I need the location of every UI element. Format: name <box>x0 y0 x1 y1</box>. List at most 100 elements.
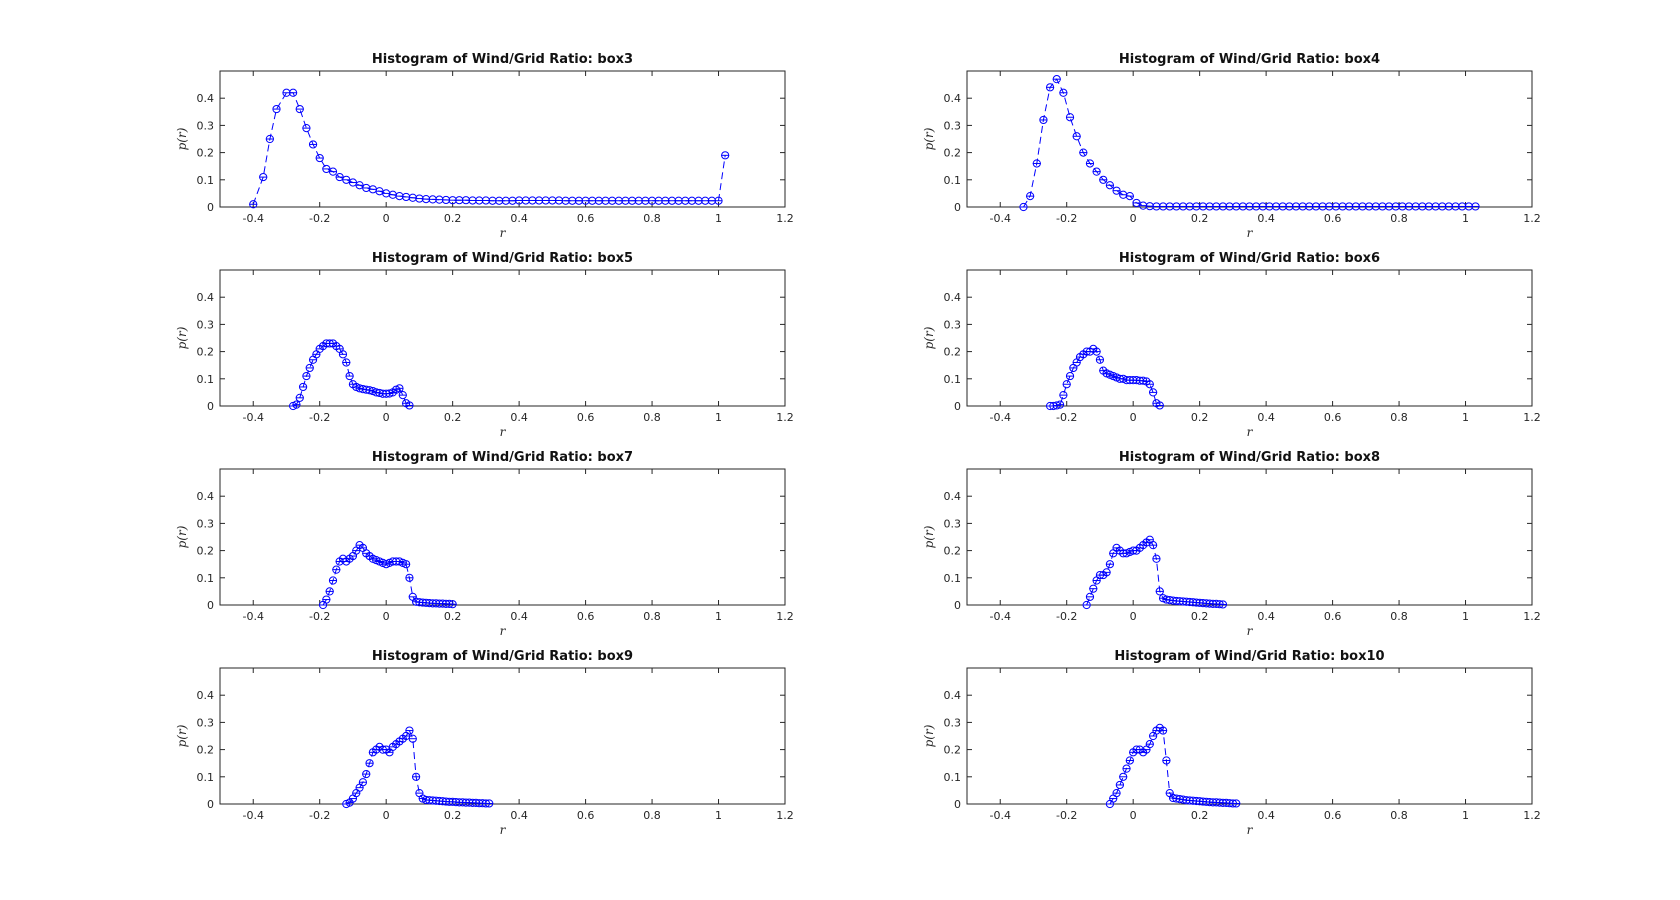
x-tick-label: 0.4 <box>510 610 528 623</box>
y-tick-label: 0.4 <box>197 291 215 304</box>
y-tick-label: 0.2 <box>944 545 962 558</box>
y-tick-label: 0.3 <box>944 318 962 331</box>
x-tick-label: -0.4 <box>243 610 264 623</box>
data-point <box>1045 83 1055 92</box>
x-tick-label: 0.8 <box>643 411 661 424</box>
data-point <box>415 194 424 203</box>
x-tick-label: 0.4 <box>510 411 528 424</box>
data-point <box>405 401 414 410</box>
axes-box <box>966 468 1533 606</box>
y-tick-label: 0.4 <box>944 490 962 503</box>
x-tick-label: 0.8 <box>643 809 661 822</box>
x-tick-label: 0.8 <box>1390 610 1408 623</box>
data-point <box>1105 181 1115 190</box>
data-point <box>411 772 421 781</box>
data-point <box>1162 756 1171 765</box>
subplot-1: Histogram of Wind/Grid Ratio: box3 -0.4 -0… <box>175 52 794 240</box>
y-tick-label: 0.3 <box>197 716 215 729</box>
x-tick-label: 0.8 <box>643 610 661 623</box>
x-tick-label: 1.2 <box>1523 212 1541 225</box>
data-point <box>1052 75 1061 84</box>
x-tick-label: 0.6 <box>1324 411 1342 424</box>
axes-box <box>966 70 1533 208</box>
y-tick-label: 0.1 <box>197 373 215 386</box>
data-point <box>1149 388 1158 397</box>
y-tick-label: 0.2 <box>197 545 215 558</box>
data-point <box>1145 380 1154 389</box>
x-tick-label: 0.2 <box>1191 411 1209 424</box>
x-tick-label: 0.4 <box>1257 610 1275 623</box>
data-point <box>1218 600 1228 609</box>
y-tick-label: 0 <box>207 400 214 413</box>
subplot-title: Histogram of Wind/Grid Ratio: box3 <box>372 52 633 67</box>
x-tick-label: 0.2 <box>444 411 462 424</box>
subplot-title: Histogram of Wind/Grid Ratio: box8 <box>1119 450 1380 465</box>
data-point <box>1125 192 1134 201</box>
x-tick-label: 0.8 <box>1390 411 1408 424</box>
y-tick-label: 0.1 <box>944 572 962 585</box>
y-tick-label: 0 <box>207 599 214 612</box>
x-tick-label: -0.4 <box>990 809 1011 822</box>
data-point <box>1059 391 1068 400</box>
y-tick-label: 0.2 <box>197 346 215 359</box>
y-tick-label: 0.4 <box>197 490 215 503</box>
y-axis-label: p(r) <box>922 127 936 150</box>
x-tick-label: 0.2 <box>444 212 462 225</box>
y-tick-label: 0 <box>954 400 961 413</box>
x-tick-label: 1.2 <box>776 212 794 225</box>
y-axis-label: p(r) <box>922 326 936 349</box>
x-axis-label: r <box>500 624 507 638</box>
data-point <box>292 400 301 409</box>
x-tick-label: -0.4 <box>243 411 264 424</box>
x-tick-label: 1 <box>1462 809 1469 822</box>
x-tick-label: 1 <box>715 809 722 822</box>
data-point <box>1082 600 1091 610</box>
data-point <box>1065 371 1075 381</box>
x-tick-label: 0.8 <box>1390 212 1408 225</box>
y-tick-label: 0.2 <box>944 744 962 757</box>
x-tick-label: 0.6 <box>1324 809 1342 822</box>
x-tick-label: 0.4 <box>1257 212 1275 225</box>
subplot-7: Histogram of Wind/Grid Ratio: box9 -0.4 -0… <box>175 649 794 837</box>
x-tick-label: 1.2 <box>1523 610 1541 623</box>
data-point <box>448 600 457 609</box>
x-tick-label: 0.4 <box>1257 411 1275 424</box>
data-point <box>295 393 304 402</box>
x-tick-label: 0 <box>383 411 390 424</box>
data-point <box>1125 756 1134 765</box>
x-tick-label: 0 <box>1130 610 1137 623</box>
x-tick-label: 0 <box>1130 809 1137 822</box>
data-point <box>1232 799 1241 808</box>
data-point <box>1139 376 1148 385</box>
subplot-title: Histogram of Wind/Grid Ratio: box4 <box>1119 52 1380 67</box>
y-tick-label: 0.1 <box>197 771 215 784</box>
y-axis-label: p(r) <box>175 127 189 150</box>
x-axis-label: r <box>1247 823 1254 837</box>
data-point <box>1112 186 1121 195</box>
subplot-title: Histogram of Wind/Grid Ratio: box9 <box>372 649 633 664</box>
data-point <box>1085 159 1095 168</box>
axes-box <box>219 667 786 805</box>
data-point <box>342 358 351 367</box>
data-point <box>408 734 417 743</box>
x-tick-label: 1 <box>715 610 722 623</box>
x-tick-label: -0.4 <box>990 212 1011 225</box>
data-point <box>1115 780 1124 790</box>
x-tick-label: -0.2 <box>1056 212 1077 225</box>
data-point <box>1145 740 1154 749</box>
data-point <box>1102 568 1111 577</box>
x-tick-label: -0.2 <box>1056 610 1077 623</box>
x-axis-label: r <box>1247 624 1254 638</box>
x-tick-label: 1.2 <box>776 411 794 424</box>
data-point <box>1099 175 1108 184</box>
x-tick-label: 1 <box>1462 212 1469 225</box>
y-tick-label: 0.1 <box>944 174 962 187</box>
x-tick-label: -0.2 <box>1056 809 1077 822</box>
data-point <box>721 151 730 160</box>
y-tick-label: 0 <box>207 798 214 811</box>
data-point <box>1052 401 1061 410</box>
data-point <box>332 565 341 574</box>
x-tick-label: 0.2 <box>444 610 462 623</box>
x-tick-label: -0.2 <box>1056 411 1077 424</box>
x-tick-label: 0.4 <box>510 212 528 225</box>
